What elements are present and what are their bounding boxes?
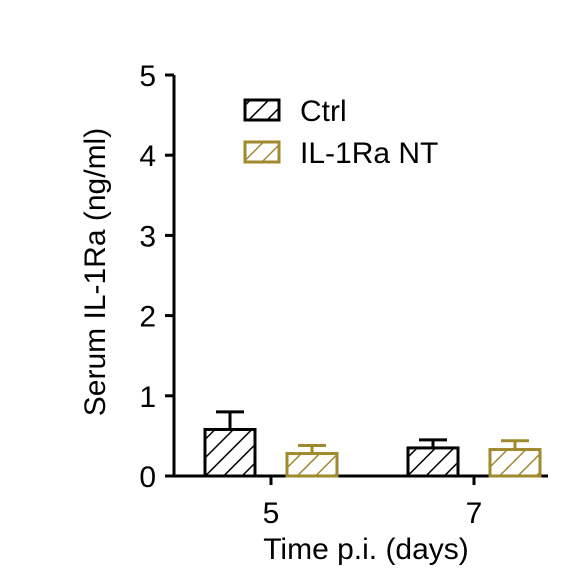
legend-label-ctrl: Ctrl bbox=[300, 95, 347, 128]
legend-label-il1ra-nt: IL-1Ra NT bbox=[300, 137, 438, 170]
legend-swatch-il1ra-nt bbox=[243, 140, 281, 164]
y-tick-label-0: 0 bbox=[139, 461, 156, 494]
bar-1-1 bbox=[488, 448, 542, 478]
y-tick-label-3: 3 bbox=[139, 220, 156, 253]
legend-item-il1ra-nt: IL-1Ra NT bbox=[243, 137, 438, 170]
y-tick-label-1: 1 bbox=[139, 381, 156, 414]
bars bbox=[203, 410, 542, 478]
x-axis-title: Time p.i. (days) bbox=[263, 533, 469, 566]
legend: Ctrl IL-1Ra NT bbox=[243, 95, 438, 170]
legend-swatch-ctrl bbox=[243, 98, 281, 122]
y-tick-label-5: 5 bbox=[139, 60, 156, 93]
y-tick-label-2: 2 bbox=[139, 301, 156, 334]
x-tick-label-1: 7 bbox=[466, 497, 483, 530]
y-axis-title: Serum IL-1Ra (ng/ml) bbox=[79, 128, 112, 416]
bar-1-0 bbox=[285, 452, 339, 478]
legend-item-ctrl: Ctrl bbox=[243, 95, 347, 128]
bar-0-1 bbox=[406, 446, 460, 478]
y-tick-label-4: 4 bbox=[139, 140, 156, 173]
y-ticks: 0 1 2 3 4 5 bbox=[139, 60, 174, 494]
x-tick-label-0: 5 bbox=[263, 497, 280, 530]
bar-0-0 bbox=[203, 427, 257, 478]
